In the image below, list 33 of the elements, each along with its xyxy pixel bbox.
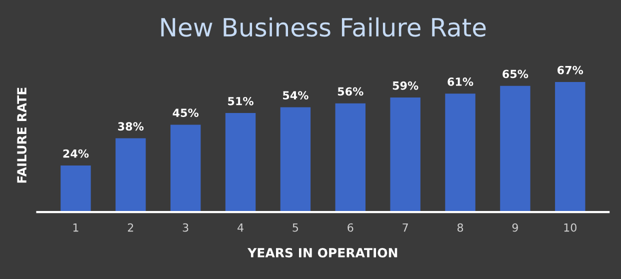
x-tick-label: 7 xyxy=(402,223,408,232)
bar xyxy=(445,94,476,212)
data-label: 59% xyxy=(392,81,418,90)
y-axis-title: FAILURE RATE xyxy=(17,88,27,183)
bar xyxy=(60,165,91,212)
x-tick-label: 2 xyxy=(128,223,134,232)
bar xyxy=(500,86,530,212)
bar xyxy=(170,124,201,212)
data-label: 24% xyxy=(63,149,89,158)
data-label: 45% xyxy=(172,108,199,117)
bar xyxy=(225,113,256,212)
x-tick-label: 5 xyxy=(292,223,298,232)
data-label: 51% xyxy=(228,96,254,106)
x-axis-title: YEARS IN OPERATION xyxy=(247,248,398,258)
x-tick-label: 6 xyxy=(348,223,354,232)
bar xyxy=(390,98,420,212)
x-tick-label: 4 xyxy=(238,223,244,232)
data-label: 67% xyxy=(558,66,584,74)
data-label: 54% xyxy=(283,91,308,100)
bar xyxy=(555,82,586,212)
bar xyxy=(335,103,366,212)
data-label: 61% xyxy=(448,78,474,86)
x-tick-label: 10 xyxy=(564,223,576,232)
bar xyxy=(116,138,146,212)
data-label: 56% xyxy=(338,87,364,96)
x-tick-label: 3 xyxy=(182,223,188,232)
x-tick-label: 8 xyxy=(457,223,464,232)
x-tick-label: 1 xyxy=(73,223,78,232)
x-tick-label: 9 xyxy=(512,223,518,232)
chart-title: New Business Failure Rate xyxy=(161,17,486,37)
data-label: 65% xyxy=(502,70,528,78)
bar xyxy=(280,107,311,212)
data-label: 38% xyxy=(118,122,144,131)
